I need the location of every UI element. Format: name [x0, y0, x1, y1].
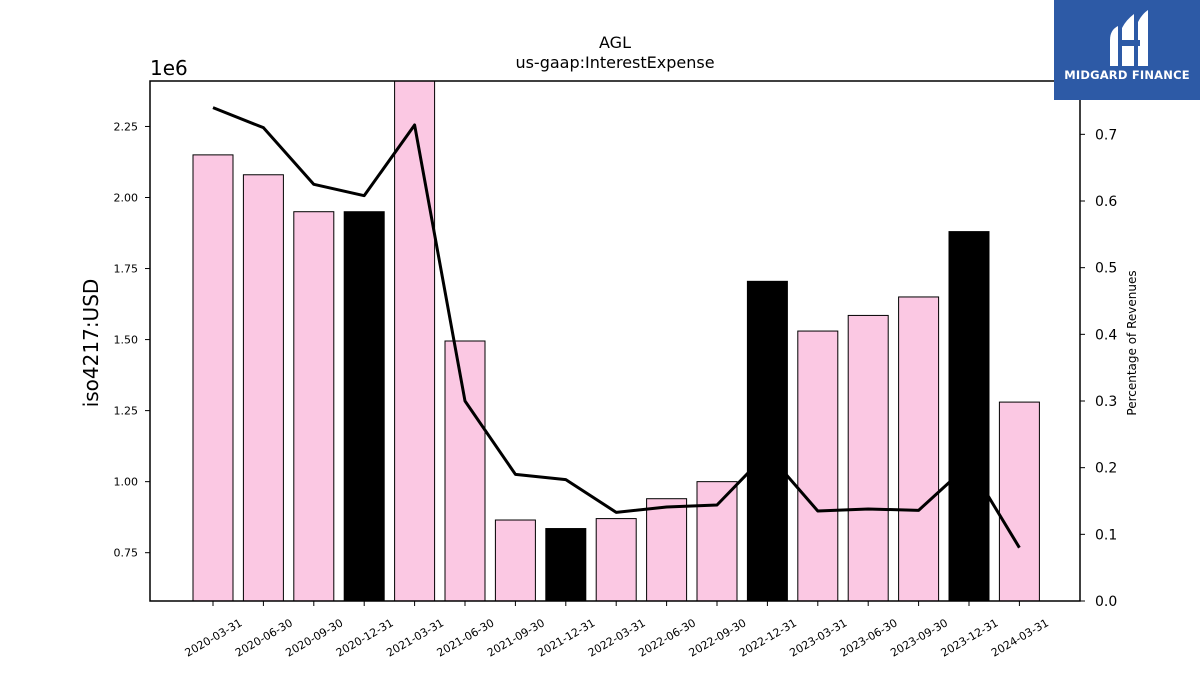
y-tick-label: 1.00	[114, 476, 139, 489]
y2-tick-label: 0.6	[1095, 194, 1117, 210]
y-tick-label: 1.75	[114, 263, 139, 276]
bar-2024-03-31	[998, 401, 1040, 602]
bar-2023-09-30	[898, 296, 940, 602]
y-tick-label: 2.00	[114, 192, 139, 205]
midgard-finance-logo: MIDGARD FINANCE	[1054, 0, 1200, 100]
bar-2022-06-30	[646, 498, 688, 602]
y2-tick-label: 0.0	[1095, 594, 1117, 610]
chart-title: AGL	[599, 33, 631, 52]
bar-2021-06-30	[444, 340, 486, 602]
bar-2020-09-30	[293, 211, 335, 602]
y2-tick-label: 0.7	[1095, 127, 1117, 143]
bar-2023-06-30	[847, 314, 889, 602]
bar-2022-12-31	[746, 280, 788, 602]
bar-2022-03-31	[595, 518, 637, 602]
y-tick-label: 0.75	[114, 547, 139, 560]
y2-axis-label: Percentage of Revenues	[1125, 270, 1139, 415]
bar-2021-12-31	[545, 528, 587, 602]
plot-frame	[149, 80, 1081, 602]
bar-2020-03-31	[192, 154, 234, 602]
y-multiplier: 1e6	[150, 56, 188, 80]
midgard-logo-icon	[1110, 10, 1148, 66]
y-tick-label: 2.25	[114, 120, 139, 133]
logo-text: MIDGARD FINANCE	[1064, 68, 1190, 82]
y-axis-label: iso4217:USD	[79, 279, 103, 408]
y-tick-label: 1.25	[114, 405, 139, 418]
y2-tick-label: 0.5	[1095, 261, 1117, 277]
y2-tick-label: 0.1	[1095, 527, 1117, 543]
y2-tick-label: 0.4	[1095, 327, 1117, 343]
x-tick-label: 2024-03-31	[989, 616, 1051, 659]
bar-2020-06-30	[242, 174, 284, 602]
bar-2021-09-30	[494, 519, 536, 602]
bar-2023-03-31	[797, 330, 839, 602]
plot-area: 0.75 1.00 1.25 1.50 1.75 2.00 2.25 0.0 0.1 0.2 0.3…	[114, 80, 1117, 660]
bar-2022-09-30	[696, 481, 738, 602]
bar-2021-03-31	[394, 80, 436, 602]
bar-2023-12-31	[948, 231, 990, 602]
revenue-percentage-line	[212, 106, 1021, 549]
y-tick-label: 1.50	[114, 334, 139, 347]
chart-subtitle: us-gaap:InterestExpense	[515, 53, 714, 72]
bar-2020-12-31	[343, 211, 385, 602]
y2-tick-label: 0.2	[1095, 461, 1117, 477]
y2-tick-label: 0.3	[1095, 394, 1117, 410]
